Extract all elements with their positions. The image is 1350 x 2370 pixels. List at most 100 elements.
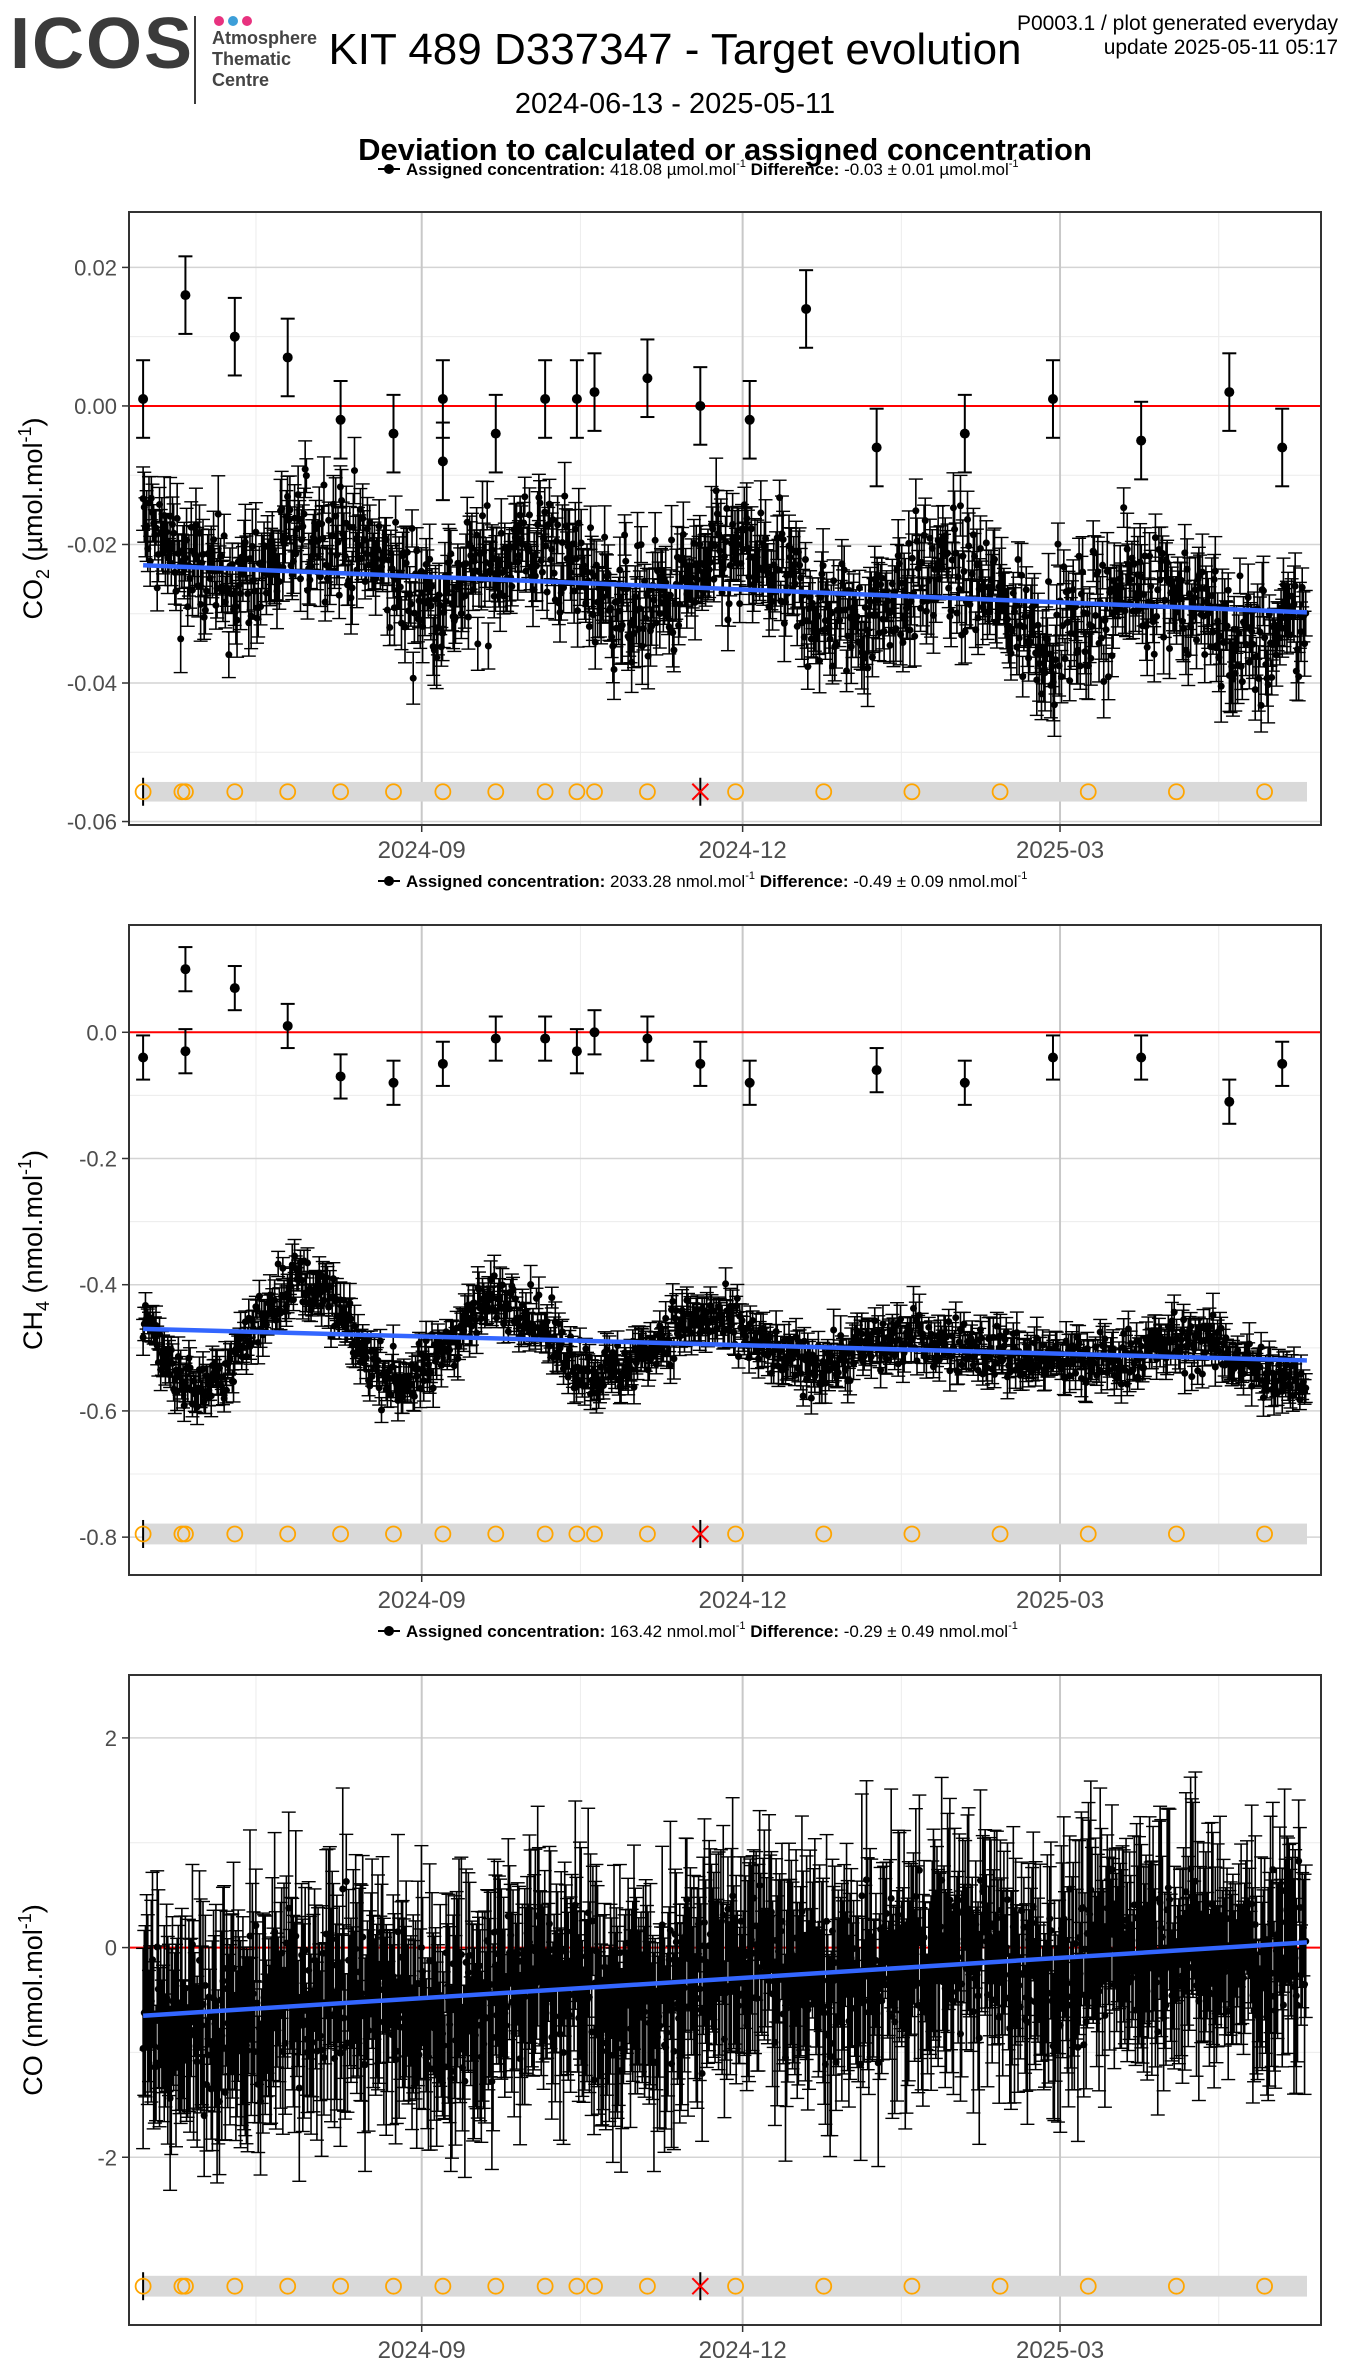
data-point [1193,636,1201,644]
data-point [706,558,714,566]
data-point [338,496,346,504]
data-point [878,574,886,582]
data-point [173,514,181,522]
data-point [1053,611,1061,619]
data-point [1259,587,1267,595]
data-point [669,629,677,637]
event-circle [434,783,452,801]
data-point [616,566,624,574]
data-point [1101,616,1109,624]
data-point [861,604,869,612]
data-point [561,492,569,500]
data-point [579,562,587,570]
data-point [376,1337,384,1345]
data-point [368,1372,376,1380]
outlier-point [229,331,240,342]
data-point [1301,640,1309,648]
data-point [960,567,968,575]
data-point [1257,701,1265,709]
data-point [531,572,539,580]
outlier-point [801,303,812,314]
data-point [508,582,516,590]
plot-area [129,925,1321,1575]
data-point [228,561,236,569]
data-point [1066,677,1074,685]
data-point [880,628,888,636]
data-point [637,541,645,549]
data-point [478,512,486,520]
event-circle [385,783,402,801]
data-point [403,548,411,556]
data-point [956,502,964,510]
y-tick-label: -0.06 [67,810,117,835]
data-point [736,600,744,608]
data-point [786,553,794,561]
data-point [333,551,341,559]
data-point [1010,608,1018,616]
data-point [991,555,999,563]
data-point [538,568,546,576]
data-point [550,569,558,577]
legend-part: -0.03 ± 0.01 µmol.mol [839,160,1008,179]
event-circle [991,783,1009,801]
product-id: P0003.1 / plot generated everyday [1016,12,1338,35]
data-point [299,523,307,531]
event-circle [1079,783,1097,801]
data-point [545,500,553,508]
outlier-point [959,428,970,439]
event-circle [226,783,244,801]
data-point [484,642,492,650]
data-point [1094,568,1102,576]
data-point [949,504,957,512]
data-point [571,525,579,533]
data-point [542,542,550,550]
data-point [413,547,421,555]
event-circle [487,783,505,801]
data-point [1268,673,1276,681]
logo-dot-2 [228,16,238,26]
data-point [725,600,733,608]
data-point [199,1365,207,1373]
outlier-point [540,394,551,405]
data-point [533,562,541,570]
data-point [163,528,171,536]
logo-divider [194,16,196,104]
data-point [1081,648,1089,656]
data-point [257,603,265,611]
data-point [375,1384,383,1392]
data-point [747,525,755,533]
outlier-point [180,290,191,301]
logo-subtitle: Atmosphere Thematic Centre [212,28,317,91]
data-point [955,585,963,593]
data-point [866,598,874,606]
data-point [292,550,300,558]
data-point [722,538,730,546]
event-circle [586,783,603,801]
data-point [1223,622,1231,630]
data-point [1120,504,1128,512]
y-tick-label: 0.00 [74,394,117,419]
outlier-point [388,428,399,439]
data-point [541,508,549,516]
outlier-point [1224,387,1235,398]
data-point [483,502,491,510]
data-point [536,499,544,507]
data-point [645,586,653,594]
data-point [1019,673,1027,681]
data-point [591,638,599,646]
data-point [461,592,469,600]
event-circle [536,783,554,801]
legend-part: Difference: [755,872,849,891]
data-point [252,528,260,536]
data-point [241,538,249,546]
data-point [362,1354,370,1362]
data-point [757,509,765,517]
data-point [780,619,788,627]
logo-subtitle-line: Atmosphere [212,28,318,48]
outlier-point [437,456,448,467]
data-point [464,613,472,621]
data-point [170,529,178,537]
data-point [921,517,929,525]
data-point [959,552,967,560]
outliers [136,255,1290,502]
